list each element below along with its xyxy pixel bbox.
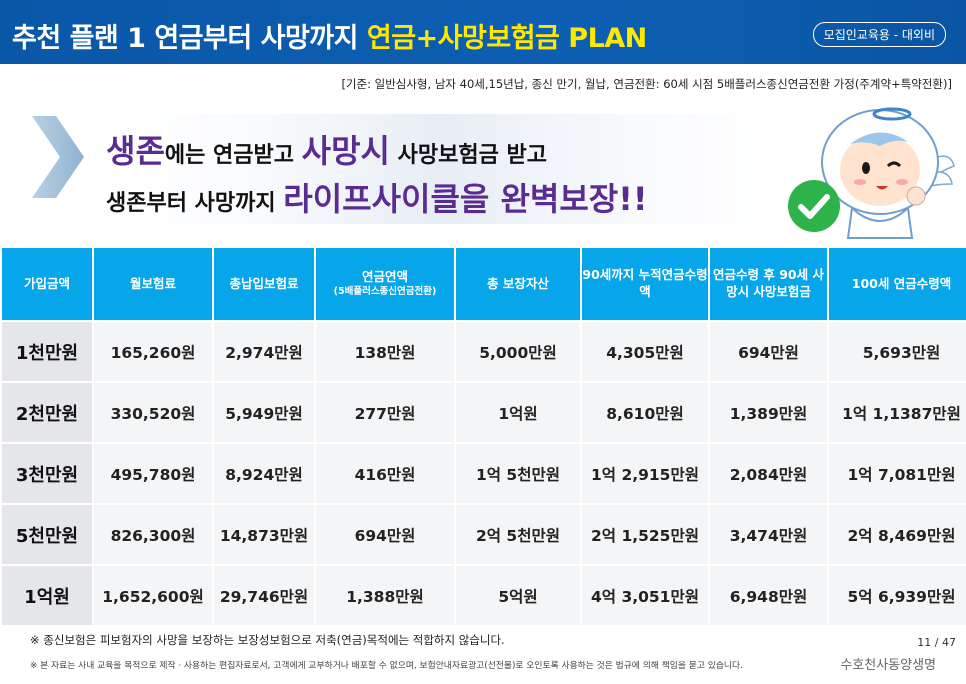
column-header-label: 100세 연금수령액 [851,275,952,291]
slogan-banner [0,100,966,240]
table-cell: 1억 1,1387만원 [829,383,966,442]
table-cell: 14,873만원 [214,505,314,564]
slogan-line-1: 생존에는 연금받고 사망시 사망보험금 받고 [106,126,547,172]
table-cell: 165,260원 [94,322,212,381]
page-title-main: 추천 플랜 1 연금부터 사망까지 [12,23,367,54]
table-row: 1천만원 165,260원 2,974만원 138만원 5,000만원 4,305만원 69… [2,322,966,381]
column-header: 총납입보험료 [214,248,314,320]
column-header: 90세까지 누적연금수령액 [582,248,708,320]
table-cell: 2억 8,469만원 [829,505,966,564]
slogan-emphasis-death: 사망시 [301,132,390,170]
page-title-highlight: 연금+사망보험금 PLAN [366,23,647,54]
table-cell: 5,949만원 [214,383,314,442]
column-header-label: 가입금액 [23,275,70,291]
table-cell: 1억 7,081만원 [829,444,966,503]
table-cell: 8,610만원 [582,383,708,442]
table-cell: 138만원 [316,322,454,381]
table-header-row: 가입금액 월보험료 총납입보험료 연금연액 (5배플러스종신연금전환) 총 보장자산 90세… [2,248,966,320]
table-cell: 330,520원 [94,383,212,442]
table-cell: 4,305만원 [582,322,708,381]
column-header: 100세 연금수령액 [829,248,966,320]
table-cell: 29,746만원 [214,566,314,625]
confidential-badge: 모집인교육용 - 대외비 [812,22,946,47]
slogan-text: 사망보험금 받고 [389,143,547,168]
table-cell: 1,389만원 [710,383,827,442]
column-header: 가입금액 [2,248,92,320]
row-header-amount: 3천만원 [2,444,92,503]
table-cell: 1억 5천만원 [456,444,580,503]
table-row: 3천만원 495,780원 8,924만원 416만원 1억 5천만원 1억 2,915만… [2,444,966,503]
column-header: 월보험료 [94,248,212,320]
row-header-amount: 5천만원 [2,505,92,564]
table-cell: 1억원 [456,383,580,442]
slogan-text: 생존부터 사망까지 [106,191,284,216]
table-cell: 5,000만원 [456,322,580,381]
criteria-note: [기준: 일반심사형, 남자 40세,15년납, 종신 만기, 월납, 연금전환… [341,77,952,91]
banner-bg [60,114,820,224]
table-cell: 5억원 [456,566,580,625]
table-row: 5천만원 826,300원 14,873만원 694만원 2억 5천만원 2억 1,525… [2,505,966,564]
column-header: 연금연액 (5배플러스종신연금전환) [316,248,454,320]
table-cell: 416만원 [316,444,454,503]
angel-mascot-icon [821,107,955,239]
table-cell: 2억 1,525만원 [582,505,708,564]
table-cell: 6,948만원 [710,566,827,625]
usage-notice: ※ 본 자료는 사내 교육을 목적으로 제작 · 사용하는 편집자료로서, 고객… [30,661,743,671]
chevron-right-icon [32,116,84,198]
table-cell: 2,084만원 [710,444,827,503]
table-cell: 694만원 [316,505,454,564]
column-header-label: 연금수령 후 90세 사망시 사망보험금 [713,267,824,299]
table-row: 1억원 1,652,600원 29,746만원 1,388만원 5억원 4억 3,051만… [2,566,966,625]
column-header: 총 보장자산 [456,248,580,320]
slogan-emphasis-survival: 생존 [106,132,165,170]
table-cell: 694만원 [710,322,827,381]
table-cell: 495,780원 [94,444,212,503]
table-cell: 8,924만원 [214,444,314,503]
column-header-label: 월보험료 [129,275,176,291]
page-title: 추천 플랜 1 연금부터 사망까지 연금+사망보험금 PLAN [12,16,647,55]
column-header-label: 90세까지 누적연금수령액 [582,267,708,299]
slogan-line-2: 생존부터 사망까지 라이프사이클을 완벽보장!! [106,174,647,220]
table-cell: 2,974만원 [214,322,314,381]
column-header-label: 총납입보험료 [229,275,299,291]
row-header-amount: 1천만원 [2,322,92,381]
page-number: 11 / 47 [917,636,956,649]
table-cell: 1,388만원 [316,566,454,625]
slogan-emphasis-lifecycle: 라이프사이클을 완벽보장!! [283,180,648,218]
row-header-amount: 2천만원 [2,383,92,442]
premium-table-grid: 가입금액 월보험료 총납입보험료 연금연액 (5배플러스종신연금전환) 총 보장자산 90세… [0,246,966,627]
table-cell: 4억 3,051만원 [582,566,708,625]
table-cell: 1억 2,915만원 [582,444,708,503]
company-logo-text: 수호천사동양생명 [840,658,936,673]
table-cell: 1,652,600원 [94,566,212,625]
header-bar: 추천 플랜 1 연금부터 사망까지 연금+사망보험금 PLAN 모집인교육용 -… [0,0,966,64]
column-header: 연금수령 후 90세 사망시 사망보험금 [710,248,827,320]
table-cell: 5,693만원 [829,322,966,381]
check-icon [788,180,840,232]
disclaimer-note: ※ 종신보험은 피보험자의 사망을 보장하는 보장성보험으로 저축(연금)목적에… [30,633,505,647]
column-header-sublabel: (5배플러스종신연금전환) [333,286,437,298]
table-cell: 2억 5천만원 [456,505,580,564]
premium-table: 가입금액 월보험료 총납입보험료 연금연액 (5배플러스종신연금전환) 총 보장자산 90세… [0,246,966,627]
table-cell: 277만원 [316,383,454,442]
table-cell: 3,474만원 [710,505,827,564]
column-header-label: 연금연액 [361,269,408,285]
row-header-amount: 1억원 [2,566,92,625]
slogan-text: 에는 연금받고 [164,143,302,168]
column-header-label: 총 보장자산 [487,275,549,291]
table-row: 2천만원 330,520원 5,949만원 277만원 1억원 8,610만원 1,389만… [2,383,966,442]
table-cell: 826,300원 [94,505,212,564]
table-cell: 5억 6,939만원 [829,566,966,625]
